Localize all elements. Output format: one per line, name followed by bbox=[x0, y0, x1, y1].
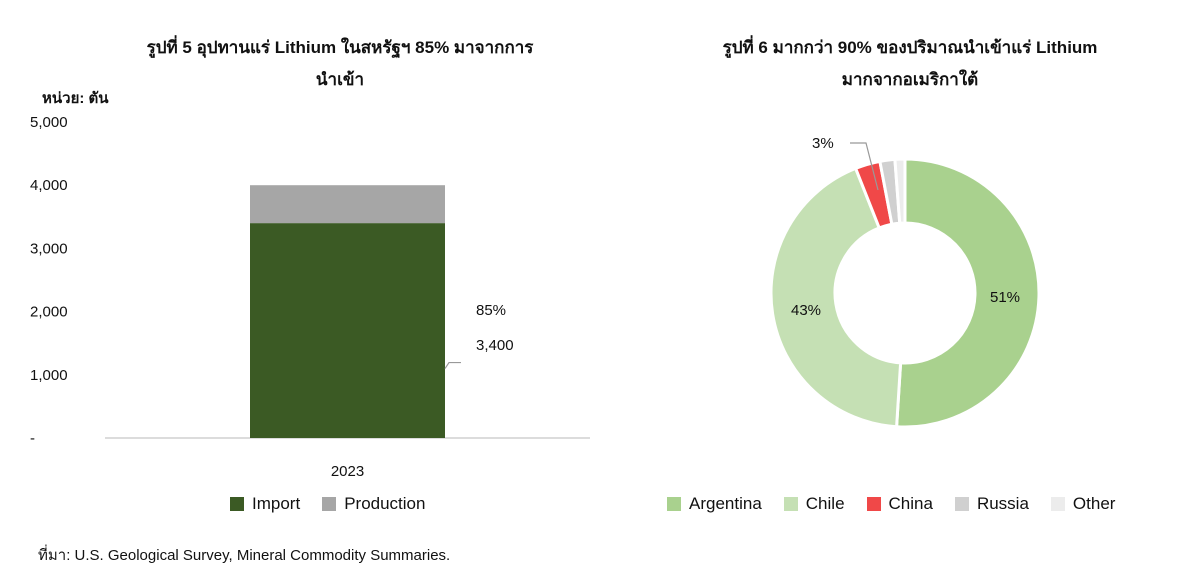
donut-slice-chile bbox=[769, 166, 903, 429]
donut-label-chile: 43% bbox=[791, 302, 821, 319]
legend-item-argentina: Argentina bbox=[667, 494, 762, 514]
legend-label-import: Import bbox=[252, 494, 301, 513]
legend-item-other: Other bbox=[1050, 494, 1116, 514]
y-tick-label-1: 1,000 bbox=[30, 367, 68, 384]
bar-chart-title-line-1: รูปที่ 5 อุปทานแร่ Lithium ในสหรัฐฯ 85% … bbox=[146, 38, 534, 57]
donut-slice-argentina bbox=[894, 157, 1041, 429]
y-tick-label-4: 4,000 bbox=[30, 177, 68, 194]
legend-item-chile: Chile bbox=[783, 494, 845, 514]
donut-label-china: 3% bbox=[812, 135, 834, 152]
legend-item-production: Production bbox=[322, 494, 425, 514]
legend-label-china: China bbox=[888, 494, 933, 513]
legend-swatch-chile bbox=[783, 497, 798, 511]
legend-swatch-china bbox=[866, 497, 881, 511]
bar-chart-legend: Import Production bbox=[230, 494, 425, 514]
donut-chart-title-line-1: รูปที่ 6 มากกว่า 90% ของปริมาณนำเข้าแร่ … bbox=[722, 38, 1098, 57]
donut-chart-title-line-2: มากจากอเมริกาใต้ bbox=[841, 70, 979, 89]
y-tick-label-3: 3,000 bbox=[30, 240, 68, 257]
legend-label-other: Other bbox=[1072, 494, 1116, 513]
bar-production-2023 bbox=[250, 185, 445, 224]
source-note: ที่มา: U.S. Geological Survey, Mineral C… bbox=[38, 547, 451, 564]
legend-swatch-import bbox=[230, 497, 244, 511]
legend-swatch-production bbox=[322, 497, 337, 511]
y-tick-label-5: 5,000 bbox=[30, 114, 68, 131]
legend-label-chile: Chile bbox=[805, 494, 845, 513]
legend-swatch-argentina bbox=[667, 497, 681, 511]
y-axis-unit-label: หน่วย: ตัน bbox=[42, 90, 109, 107]
legend-item-china: China bbox=[866, 494, 933, 514]
import-annotation-leader bbox=[444, 361, 461, 369]
legend-swatch-other bbox=[1050, 497, 1065, 511]
legend-item-russia: Russia bbox=[954, 494, 1029, 514]
legend-label-argentina: Argentina bbox=[689, 494, 762, 513]
bar-import-2023 bbox=[250, 223, 445, 438]
donut-chart-title: รูปที่ 6 มากกว่า 90% ของปริมาณนำเข้าแร่ … bbox=[660, 32, 1160, 96]
import-annotation-value: 3,400 bbox=[476, 337, 514, 354]
legend-label-production: Production bbox=[344, 494, 426, 513]
y-tick-label-2: 2,000 bbox=[30, 304, 68, 321]
import-annotation-percent: 85% bbox=[476, 302, 506, 319]
legend-item-import: Import bbox=[230, 494, 300, 514]
china-label-leader bbox=[850, 142, 879, 191]
bar-chart-title-line-2: นำเข้า bbox=[315, 70, 365, 89]
x-tick-label-2023: 2023 bbox=[331, 463, 364, 480]
legend-label-russia: Russia bbox=[976, 494, 1029, 513]
donut-chart-legend: Argentina Chile China Russia Other bbox=[667, 494, 1115, 514]
donut-label-argentina: 51% bbox=[990, 289, 1020, 306]
y-tick-label-0: - bbox=[30, 430, 35, 447]
bar-chart-title: รูปที่ 5 อุปทานแร่ Lithium ในสหรัฐฯ 85% … bbox=[60, 32, 620, 96]
legend-swatch-russia bbox=[954, 497, 969, 511]
donut-slice-other bbox=[893, 157, 907, 225]
